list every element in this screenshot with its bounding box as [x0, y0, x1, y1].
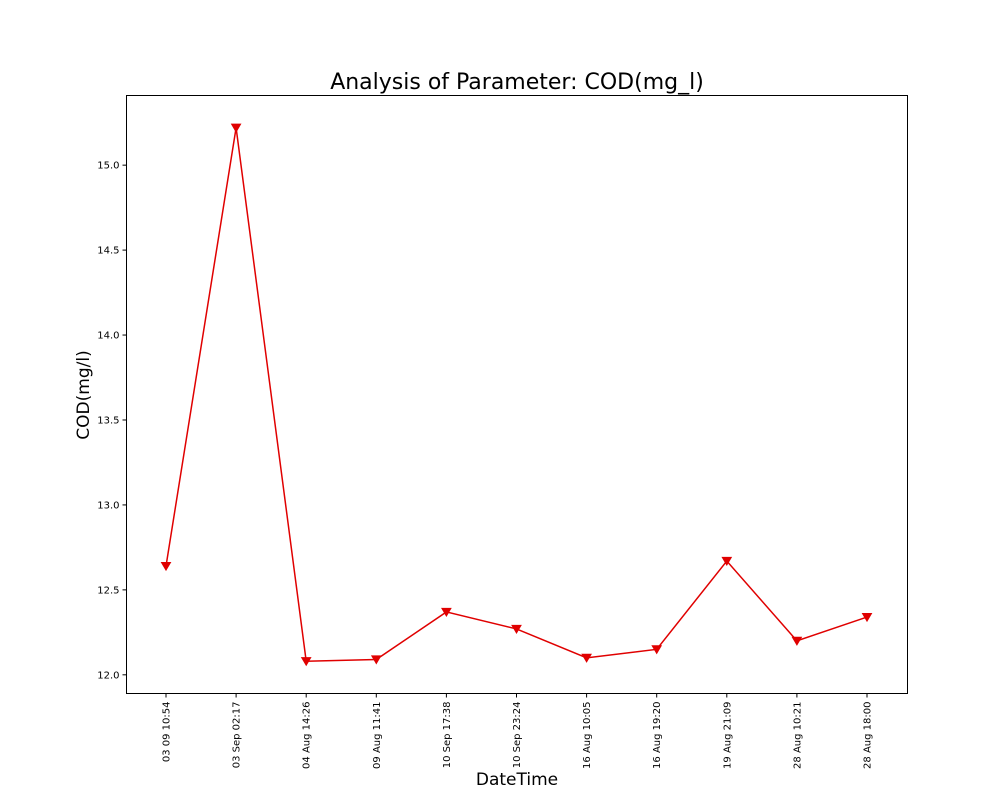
data-point	[511, 624, 522, 634]
data-point	[791, 636, 803, 646]
y-tick-label: 12.5	[97, 585, 119, 596]
x-tick-label: 03 09 10:54	[162, 702, 173, 763]
data-point	[581, 653, 592, 663]
y-axis: 12.0 12.5 13.0 13.5 14.0 14.5 15.0	[97, 161, 127, 681]
x-tick-label: 19 Aug 21:09	[722, 702, 733, 769]
y-tick-label: 12.0	[97, 670, 119, 681]
data-point	[160, 561, 172, 572]
y-axis-label: COD(mg/l)	[74, 350, 94, 439]
data-point	[861, 612, 873, 623]
data-point	[721, 556, 733, 567]
data-point	[300, 657, 312, 667]
y-tick-label: 15.0	[97, 161, 119, 172]
series-layer	[160, 123, 873, 667]
y-tick-label: 14.5	[97, 246, 119, 257]
chart-title: Analysis of Parameter: COD(mg_l)	[330, 70, 704, 95]
x-axis: 03 09 10:54 03 Sep 02:17 04 Aug 14:26 09 Au…	[162, 693, 874, 769]
data-point	[230, 123, 242, 133]
x-tick-label: 16 Aug 19:20	[652, 702, 663, 769]
y-tick-label: 14.0	[97, 331, 119, 342]
x-tick-label: 09 Aug 11:41	[372, 702, 383, 769]
data-point	[370, 655, 382, 665]
x-tick-label: 03 Sep 02:17	[232, 702, 243, 769]
x-tick-label: 28 Aug 10:21	[792, 702, 803, 769]
x-tick-label: 10 Sep 17:38	[442, 702, 453, 769]
y-tick-label: 13.5	[97, 415, 119, 426]
series-line	[165, 127, 868, 662]
x-axis-label: DateTime	[476, 770, 558, 790]
x-tick-label: 04 Aug 14:26	[302, 702, 313, 769]
x-tick-label: 10 Sep 23:24	[512, 702, 523, 769]
data-point	[441, 607, 452, 617]
y-tick-label: 13.0	[97, 500, 119, 511]
x-tick-label: 16 Aug 10:05	[582, 702, 593, 769]
data-point	[651, 645, 663, 655]
x-tick-label: 28 Aug 18:00	[863, 702, 874, 769]
